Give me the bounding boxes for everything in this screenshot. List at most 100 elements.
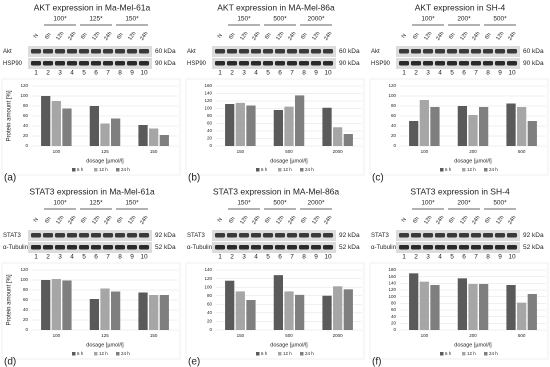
blot-band xyxy=(310,49,322,54)
lane-number: 2 xyxy=(230,70,234,77)
y-tick-label: 120 xyxy=(20,83,28,88)
row-label: α-Tubulin xyxy=(187,245,212,251)
lane-label: 6h xyxy=(116,32,124,40)
kda-label: 60 kDa xyxy=(339,48,360,55)
blot-strip xyxy=(396,242,520,253)
legend-label: 24 h xyxy=(489,351,498,356)
x-tick-label: 500 xyxy=(285,333,293,338)
lane-label: N xyxy=(401,33,408,40)
lane-number: 6 xyxy=(94,70,98,77)
lane-label: 6h xyxy=(300,32,308,40)
blot-band xyxy=(138,245,150,250)
blot-band xyxy=(458,61,470,66)
blot-strip xyxy=(28,242,152,253)
dose-label: 125* xyxy=(89,16,103,23)
y-tick-label: 140 xyxy=(204,91,212,96)
blot-band xyxy=(458,49,470,54)
panel-letter: (d) xyxy=(4,357,16,367)
row-label: Akt xyxy=(3,49,12,55)
lane-number: 2 xyxy=(414,70,418,77)
lane-label: 24h xyxy=(251,31,261,42)
bar xyxy=(295,95,305,146)
lane-label: 12h xyxy=(91,215,101,226)
dose-label: 150* xyxy=(125,200,139,207)
blot-band xyxy=(214,49,226,54)
lane-label: 24h xyxy=(323,31,333,42)
blot-band xyxy=(226,49,238,54)
y-tick-label: 120 xyxy=(204,276,212,281)
lane-label: 6h xyxy=(44,32,52,40)
lane-number: 10 xyxy=(140,254,148,261)
x-axis-label: dosage [µmol/l] xyxy=(270,158,308,164)
blot-strip xyxy=(396,230,520,241)
bar xyxy=(479,107,489,146)
dose-label: 100* xyxy=(421,200,435,207)
legend-swatch xyxy=(300,352,304,356)
blot-title: STAT3 expression in Ma-Mel-61a xyxy=(29,186,155,196)
blot-band xyxy=(262,245,274,250)
blot-band xyxy=(470,49,482,54)
bar xyxy=(527,294,537,330)
lane-number: 7 xyxy=(474,254,478,261)
bar xyxy=(89,106,99,146)
blot-band xyxy=(398,245,410,250)
lane-number: 5 xyxy=(82,254,86,261)
y-tick-label: 80 xyxy=(207,293,213,298)
panel-letter: (f) xyxy=(372,357,381,367)
kda-label: 52 kDa xyxy=(155,244,176,251)
legend-label: 12 h xyxy=(283,167,292,172)
bar xyxy=(246,105,256,146)
bar xyxy=(419,100,429,146)
y-tick-label: 40 xyxy=(207,128,213,133)
legend-label: 6 h xyxy=(261,167,268,172)
lane-number: 9 xyxy=(130,254,134,261)
bar xyxy=(333,127,343,146)
lane-number: 2 xyxy=(46,70,50,77)
dose-label: 500* xyxy=(273,200,287,207)
lane-number: 2 xyxy=(230,254,234,261)
y-tick-label: 100 xyxy=(20,93,28,98)
blot-band xyxy=(238,245,250,250)
lane-label: 6h xyxy=(228,32,236,40)
blot-title: AKT expression in MA-Mel-86a xyxy=(217,2,335,12)
x-tick-label: 150 xyxy=(150,333,158,338)
x-tick-label: 100 xyxy=(53,149,61,154)
lane-number: 4 xyxy=(70,70,74,77)
bar xyxy=(225,280,235,330)
lane-label: N xyxy=(33,33,40,40)
lane-label: 6h xyxy=(300,216,308,224)
legend-label: 12 h xyxy=(99,167,108,172)
legend-label: 6 h xyxy=(445,351,452,356)
lane-label: 12h xyxy=(459,31,469,42)
legend-swatch xyxy=(462,168,466,172)
dose-label: 150* xyxy=(237,200,251,207)
lane-number: 3 xyxy=(58,254,62,261)
blot-band xyxy=(78,245,90,250)
lane-number: 9 xyxy=(314,70,318,77)
blot-band xyxy=(114,49,126,54)
blot-band xyxy=(54,233,66,238)
blot-strip xyxy=(396,46,520,57)
lane-number: 6 xyxy=(94,254,98,261)
blot-band xyxy=(114,245,126,250)
blot-band xyxy=(322,49,334,54)
lane-label: 24h xyxy=(139,215,149,226)
y-tick-label: 20 xyxy=(207,319,213,324)
x-tick-label: 100 xyxy=(53,333,61,338)
y-tick-label: 20 xyxy=(23,133,29,138)
x-axis-label: dosage [µmol/l] xyxy=(270,342,308,348)
blot-band xyxy=(30,49,42,54)
lane-number: 5 xyxy=(450,70,454,77)
blot-strip xyxy=(396,58,520,69)
legend-swatch xyxy=(94,168,98,172)
blot-band xyxy=(214,61,226,66)
bar xyxy=(62,280,72,330)
bar xyxy=(409,121,419,146)
row-label: STAT3 xyxy=(371,233,389,239)
bar xyxy=(527,121,537,146)
y-tick-label: 80 xyxy=(391,103,397,108)
y-axis-label: Protein amount [%] xyxy=(7,90,13,141)
legend-swatch xyxy=(94,352,98,356)
y-tick-label: 60 xyxy=(207,301,213,306)
lane-number: 5 xyxy=(266,254,270,261)
